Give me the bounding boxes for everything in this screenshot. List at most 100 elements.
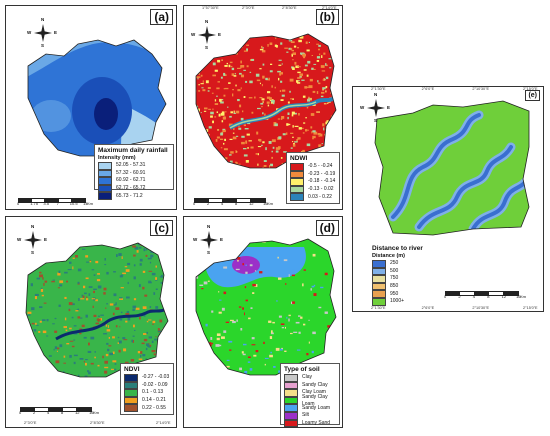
texture-dot [292,144,296,147]
legend-label: 60.92 - 62.71 [116,177,146,184]
texture-dot [190,97,193,98]
texture-dot [319,133,323,137]
texture-dot [239,44,242,48]
texture-dot [284,350,287,352]
texture-dot [200,74,203,77]
texture-dot [264,113,266,117]
texture-dot [323,103,327,105]
texture-dot [202,344,206,348]
texture-dot [125,320,128,323]
texture-dot [93,314,97,317]
texture-dot [158,247,161,250]
texture-dot [23,224,26,225]
scale-label: 2 [207,201,210,206]
texture-dot [86,298,89,301]
texture-dot [51,243,54,244]
legend-label: -0.18 - -0.14 [308,178,336,185]
texture-dot [60,259,64,261]
texture-dot [14,329,16,332]
texture-dot [321,91,325,94]
texture-dot [291,111,295,115]
texture-dot [232,386,235,389]
texture-dot [14,265,17,268]
texture-dot [150,237,153,238]
texture-dot [95,299,98,302]
texture-dot [69,327,72,330]
panel-c-ndvi-map: (c) N W E S NDVI -0.27 - -0.03 -0.02 - 0.… [5,216,177,428]
legend-item: 0.14 - 0.21 [124,396,170,405]
texture-dot [31,307,35,311]
texture-dot [89,386,90,389]
texture-dot [62,233,63,235]
texture-dot [27,311,32,314]
texture-dot [17,250,20,251]
texture-dot [93,290,95,294]
texture-dot [46,245,51,247]
texture-dot [213,166,217,168]
texture-dot [322,87,326,90]
texture-dot [229,349,232,351]
texture-dot [139,316,141,320]
texture-dot [143,333,147,335]
texture-dot [271,139,276,143]
texture-dot [84,375,88,377]
texture-dot [54,346,58,350]
texture-dot [171,321,174,322]
texture-dot [123,339,128,341]
texture-dot [339,96,342,99]
texture-dot [318,306,322,309]
legend-item: Sandy Clay [284,381,336,390]
texture-dot [295,321,300,324]
texture-dot [343,101,344,102]
texture-dot [43,283,45,286]
legend-label: Clay [302,374,313,381]
texture-dot [91,298,96,300]
texture-dot [173,257,176,258]
texture-dot [11,375,13,376]
texture-dot [250,146,254,149]
texture-dot [335,57,336,60]
texture-dot [119,326,121,328]
texture-dot [280,99,284,101]
texture-dot [239,217,241,220]
west-label: W [360,105,365,110]
texture-dot [335,45,336,47]
texture-dot [138,284,141,288]
texture-dot [75,381,78,384]
legend-item: -0.23 - -0.19 [290,170,336,179]
texture-dot [174,327,176,329]
texture-dot [335,143,336,145]
texture-dot [275,19,278,21]
texture-dot [289,26,291,27]
texture-dot [259,48,264,51]
texture-dot [207,155,210,158]
texture-dot [200,83,204,85]
texture-dot [308,85,313,89]
texture-dot [201,288,204,290]
texture-dot [339,142,343,144]
coordinate-tick-label: 1°57'30"E [202,6,219,10]
texture-dot [216,111,218,113]
texture-dot [270,351,272,354]
texture-dot [41,294,44,297]
texture-dot [118,237,122,239]
legend-swatch [284,412,298,420]
texture-dot [175,232,178,233]
texture-dot [316,111,320,113]
texture-dot [210,111,214,115]
texture-dot [159,255,163,258]
texture-dot [197,18,199,20]
texture-dot [213,172,216,174]
texture-dot [10,296,14,299]
texture-dot [199,131,202,134]
texture-dot [207,367,209,370]
texture-dot [328,346,332,348]
texture-dot [168,328,170,330]
texture-dot [135,307,140,310]
legend-item: 850 [372,282,434,291]
texture-dot [59,385,60,387]
legend-label: 0.03 - 0.22 [308,193,332,200]
texture-dot [155,360,159,362]
texture-dot [278,18,280,20]
texture-dot [262,141,265,144]
